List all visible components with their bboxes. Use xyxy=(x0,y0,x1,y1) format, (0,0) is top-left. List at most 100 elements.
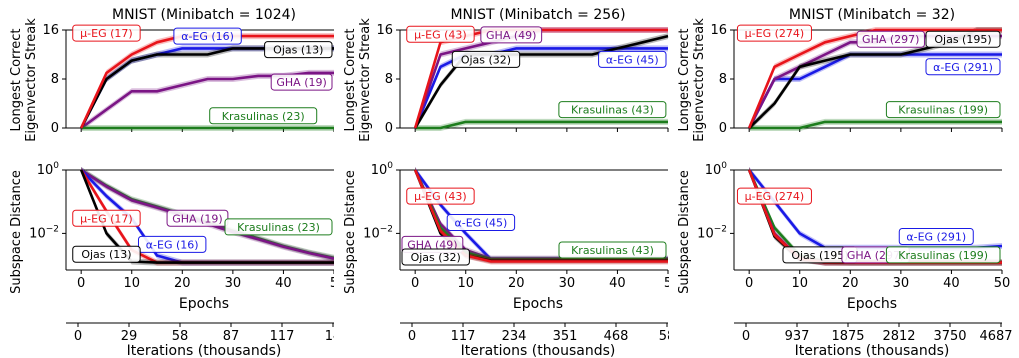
iter-tick-col0-0: 0 xyxy=(74,329,82,344)
annotation-label: α-EG (16) xyxy=(181,30,234,43)
annotation-ojas: Ojas (195) xyxy=(782,246,858,264)
annotation-mu_eg: μ-EG (274) xyxy=(736,24,812,42)
distance-ylabel-col1: Subspace Distance xyxy=(343,170,358,294)
annotation-krasulinas: Krasulinas (43) xyxy=(558,101,667,119)
annotation-ojas: Ojas (32) xyxy=(401,248,470,266)
annotation-label: α-EG (16) xyxy=(146,238,199,251)
iterations-xlabel-col2: Iterations (thousands) xyxy=(795,343,950,358)
annotation-label: Ojas (13) xyxy=(273,44,323,57)
annotation-box xyxy=(264,41,333,59)
annotation-box xyxy=(558,101,667,119)
annotation-gha: GHA (49) xyxy=(480,26,543,44)
annotation-box xyxy=(406,25,475,43)
annotation-label: μ-EG (17) xyxy=(80,27,133,40)
plot-distance-col2: 100 10−2 0 10 20 30 40 50 μ-EG (274) α-EG (291) Oj… xyxy=(697,161,1010,291)
annotation-krasulinas: Krasulinas (199) xyxy=(885,101,1001,119)
annotation-box xyxy=(885,101,1001,119)
y-tick-label: 0 xyxy=(51,121,59,136)
x-tick-label: 40 xyxy=(943,276,960,291)
annotation-ojas: Ojas (32) xyxy=(451,50,521,68)
annotation-box xyxy=(446,214,516,232)
annotation-label: GHA (19) xyxy=(276,76,326,89)
annotation-box xyxy=(173,27,242,45)
plot-distance-col1: 100 10−2 0 10 20 30 40 5 μ-EG (43) α-EG (45) GHA (… xyxy=(363,161,672,291)
iterations-xlabel-col0: Iterations (thousands) xyxy=(127,343,282,358)
x-tick-label: 20 xyxy=(174,276,191,291)
annotation-box xyxy=(480,26,543,44)
epochs-xlabel-col2: Epochs xyxy=(847,296,897,312)
annotation-box xyxy=(72,24,141,42)
annotation-label: Krasulinas (199) xyxy=(898,104,988,117)
annotation-label: μ-EG (43) xyxy=(414,190,467,203)
x-tick-label: 30 xyxy=(559,276,576,291)
annotation-gha: GHA (19) xyxy=(166,209,229,227)
y-tick-label: 100 xyxy=(705,161,728,178)
annotation-label: GHA (297) xyxy=(862,33,919,46)
annotation-gha: GHA (297) xyxy=(856,30,925,48)
annotation-alpha_eg: α-EG (291) xyxy=(925,58,1001,76)
annotation-gha: GHA (19) xyxy=(270,73,333,91)
y-tick-label: 10−2 xyxy=(29,224,59,241)
annotation-label: μ-EG (274) xyxy=(745,190,805,203)
y-tick-label: 100 xyxy=(37,161,60,178)
annotation-krasulinas: Krasulinas (199) xyxy=(885,246,1001,264)
iter-tick-col0-3: 87 xyxy=(223,329,240,344)
iter-tick-col2-1: 937 xyxy=(785,329,810,344)
streak-ylabel-col0-line1: Longest Correct xyxy=(9,29,24,132)
y-tick-label: 8 xyxy=(51,72,59,87)
iter-tick-col2-4: 3750 xyxy=(933,329,966,344)
annotation-box xyxy=(925,30,1001,48)
iter-tick-col0-4: 117 xyxy=(270,329,295,344)
annotation-label: Krasulinas (23) xyxy=(237,221,320,234)
iterations-axis-col1: 0 117 234 351 468 58 Iterations (thousan… xyxy=(400,322,669,358)
plot-streak-col1: 0 8 16 μ-EG (43) GHA (49) Ojas (32) α-EG (45) K… xyxy=(376,23,669,136)
iter-tick-col1-3: 351 xyxy=(553,329,578,344)
iter-tick-col1-1: 117 xyxy=(451,329,476,344)
plot-streak-col2: 0 8 16 μ-EG (274) GHA (297) Ojas (195) α-EG (2… xyxy=(710,23,1003,136)
x-tick-label: 5 xyxy=(664,276,672,291)
annotation-label: GHA (49) xyxy=(407,238,457,251)
iter-tick-col2-3: 2812 xyxy=(882,329,915,344)
annotation-label: Krasulinas (199) xyxy=(898,249,988,262)
epochs-xlabel-col0: Epochs xyxy=(179,296,229,312)
y-tick-label: 100 xyxy=(371,161,394,178)
annotation-box xyxy=(166,209,229,227)
y-tick-label: 8 xyxy=(719,72,727,87)
annotation-box xyxy=(898,227,974,245)
chart-title-col1: MNIST (Minibatch = 256) xyxy=(450,7,625,23)
iter-tick-col0-5: 14 xyxy=(325,329,342,344)
annotation-label: α-EG (45) xyxy=(455,217,508,230)
iter-tick-col0-2: 58 xyxy=(172,329,189,344)
series-band-alpha_eg xyxy=(749,51,1002,131)
x-tick-label: 10 xyxy=(123,276,140,291)
iterations-axis-col2: 0 937 1875 2812 3750 4687 Iterations (th… xyxy=(734,322,1013,358)
annotation-alpha_eg: α-EG (45) xyxy=(446,214,516,232)
annotation-box xyxy=(401,248,470,266)
annotation-label: μ-EG (43) xyxy=(414,28,467,41)
annotation-label: Krasulinas (43) xyxy=(571,244,654,257)
x-tick-label: 0 xyxy=(745,276,753,291)
annotation-label: Ojas (195) xyxy=(791,249,848,262)
annotation-box xyxy=(224,218,333,236)
annotation-ojas: Ojas (13) xyxy=(264,41,333,59)
annotation-box xyxy=(72,209,141,227)
x-tick-label: 40 xyxy=(609,276,626,291)
iter-tick-col2-5: 4687 xyxy=(979,329,1012,344)
annotation-alpha_eg: α-EG (16) xyxy=(173,27,242,45)
annotation-mu_eg: μ-EG (17) xyxy=(72,209,141,227)
annotation-box xyxy=(406,187,475,205)
annotation-box xyxy=(856,30,925,48)
streak-ylabel-col1-line2: Eigenvector Streak xyxy=(358,18,373,142)
annotation-box xyxy=(209,107,318,125)
x-tick-label: 0 xyxy=(411,276,419,291)
annotation-label: Ojas (13) xyxy=(81,248,131,261)
annotation-label: Ojas (32) xyxy=(461,53,511,66)
x-tick-label: 10 xyxy=(457,276,474,291)
x-tick-label: 20 xyxy=(508,276,525,291)
annotation-label: Krasulinas (43) xyxy=(571,104,654,117)
y-tick-label: 16 xyxy=(376,23,393,38)
annotation-alpha_eg: α-EG (45) xyxy=(598,50,667,68)
y-tick-label: 8 xyxy=(385,72,393,87)
x-tick-label: 20 xyxy=(842,276,859,291)
streak-ylabel-col2-line1: Longest Correct xyxy=(677,29,692,132)
